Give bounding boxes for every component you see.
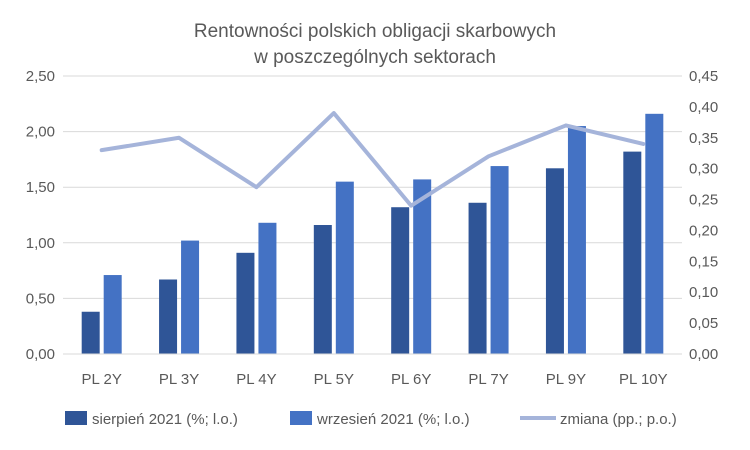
y-left-tick-label: 2,00 bbox=[26, 124, 55, 141]
bar-wrzesien bbox=[413, 179, 432, 354]
legend-swatch bbox=[65, 411, 87, 425]
bar-sierpien bbox=[159, 279, 178, 354]
bar-wrzesien bbox=[567, 126, 586, 354]
x-tick-label: PL 2Y bbox=[82, 371, 122, 388]
y-left-tick-label: 1,00 bbox=[26, 235, 55, 252]
legend: sierpień 2021 (%; l.o.) wrzesień 2021 (%;… bbox=[65, 411, 677, 428]
bar-wrzesien bbox=[103, 275, 122, 354]
x-tick-label: PL 9Y bbox=[546, 371, 586, 388]
chart-title-line-1: Rentowności polskich obligacji skarbowyc… bbox=[194, 21, 556, 42]
y-right-tick-label: 0,40 bbox=[689, 99, 718, 116]
legend-swatch bbox=[290, 411, 312, 425]
bar-sierpien bbox=[468, 202, 487, 354]
y-right-tick-label: 0,05 bbox=[689, 315, 718, 332]
y-left-tick-label: 0,50 bbox=[26, 290, 55, 307]
x-tick-label: PL 5Y bbox=[314, 371, 354, 388]
y-right-tick-label: 0,30 bbox=[689, 161, 718, 178]
bar-sierpien bbox=[623, 151, 642, 354]
y-right-tick-label: 0,25 bbox=[689, 192, 718, 209]
zmiana-line bbox=[99, 111, 646, 208]
bars bbox=[81, 113, 664, 354]
bar-wrzesien bbox=[181, 240, 200, 354]
axes: 0,00 0,50 1,00 1,50 2,00 2,50 0,00 0,05 0,10 0,15… bbox=[26, 68, 718, 388]
bar-sierpien bbox=[81, 311, 100, 354]
x-tick-label: PL 10Y bbox=[619, 371, 668, 388]
bar-sierpien bbox=[236, 252, 255, 354]
y-right-tick-label: 0,00 bbox=[689, 346, 718, 363]
x-tick-label: PL 6Y bbox=[391, 371, 431, 388]
bar-sierpien bbox=[391, 207, 410, 354]
y-left-tick-label: 2,50 bbox=[26, 68, 55, 85]
legend-label: sierpień 2021 (%; l.o.) bbox=[92, 411, 238, 428]
gridlines bbox=[63, 75, 682, 355]
bar-wrzesien bbox=[490, 166, 509, 354]
y-left-tick-label: 0,00 bbox=[26, 346, 55, 363]
x-tick-label: PL 7Y bbox=[468, 371, 508, 388]
chart-title-line-2: w poszczególnych sektorach bbox=[253, 47, 496, 68]
y-right-tick-label: 0,20 bbox=[689, 222, 718, 239]
x-tick-label: PL 3Y bbox=[159, 371, 199, 388]
y-left-tick-label: 1,50 bbox=[26, 179, 55, 196]
y-right-tick-label: 0,45 bbox=[689, 68, 718, 85]
bar-sierpien bbox=[545, 168, 564, 354]
bar-wrzesien bbox=[258, 222, 277, 354]
y-right-tick-label: 0,10 bbox=[689, 284, 718, 301]
x-tick-label: PL 4Y bbox=[236, 371, 276, 388]
line-series bbox=[99, 111, 646, 208]
bar-sierpien bbox=[313, 225, 332, 354]
legend-label: wrzesień 2021 (%; l.o.) bbox=[316, 411, 470, 428]
y-right-tick-label: 0,35 bbox=[689, 130, 718, 147]
legend-label: zmiana (pp.; p.o.) bbox=[560, 411, 677, 428]
bar-wrzesien bbox=[335, 181, 354, 354]
y-right-tick-label: 0,15 bbox=[689, 253, 718, 270]
bar-wrzesien bbox=[645, 113, 664, 354]
